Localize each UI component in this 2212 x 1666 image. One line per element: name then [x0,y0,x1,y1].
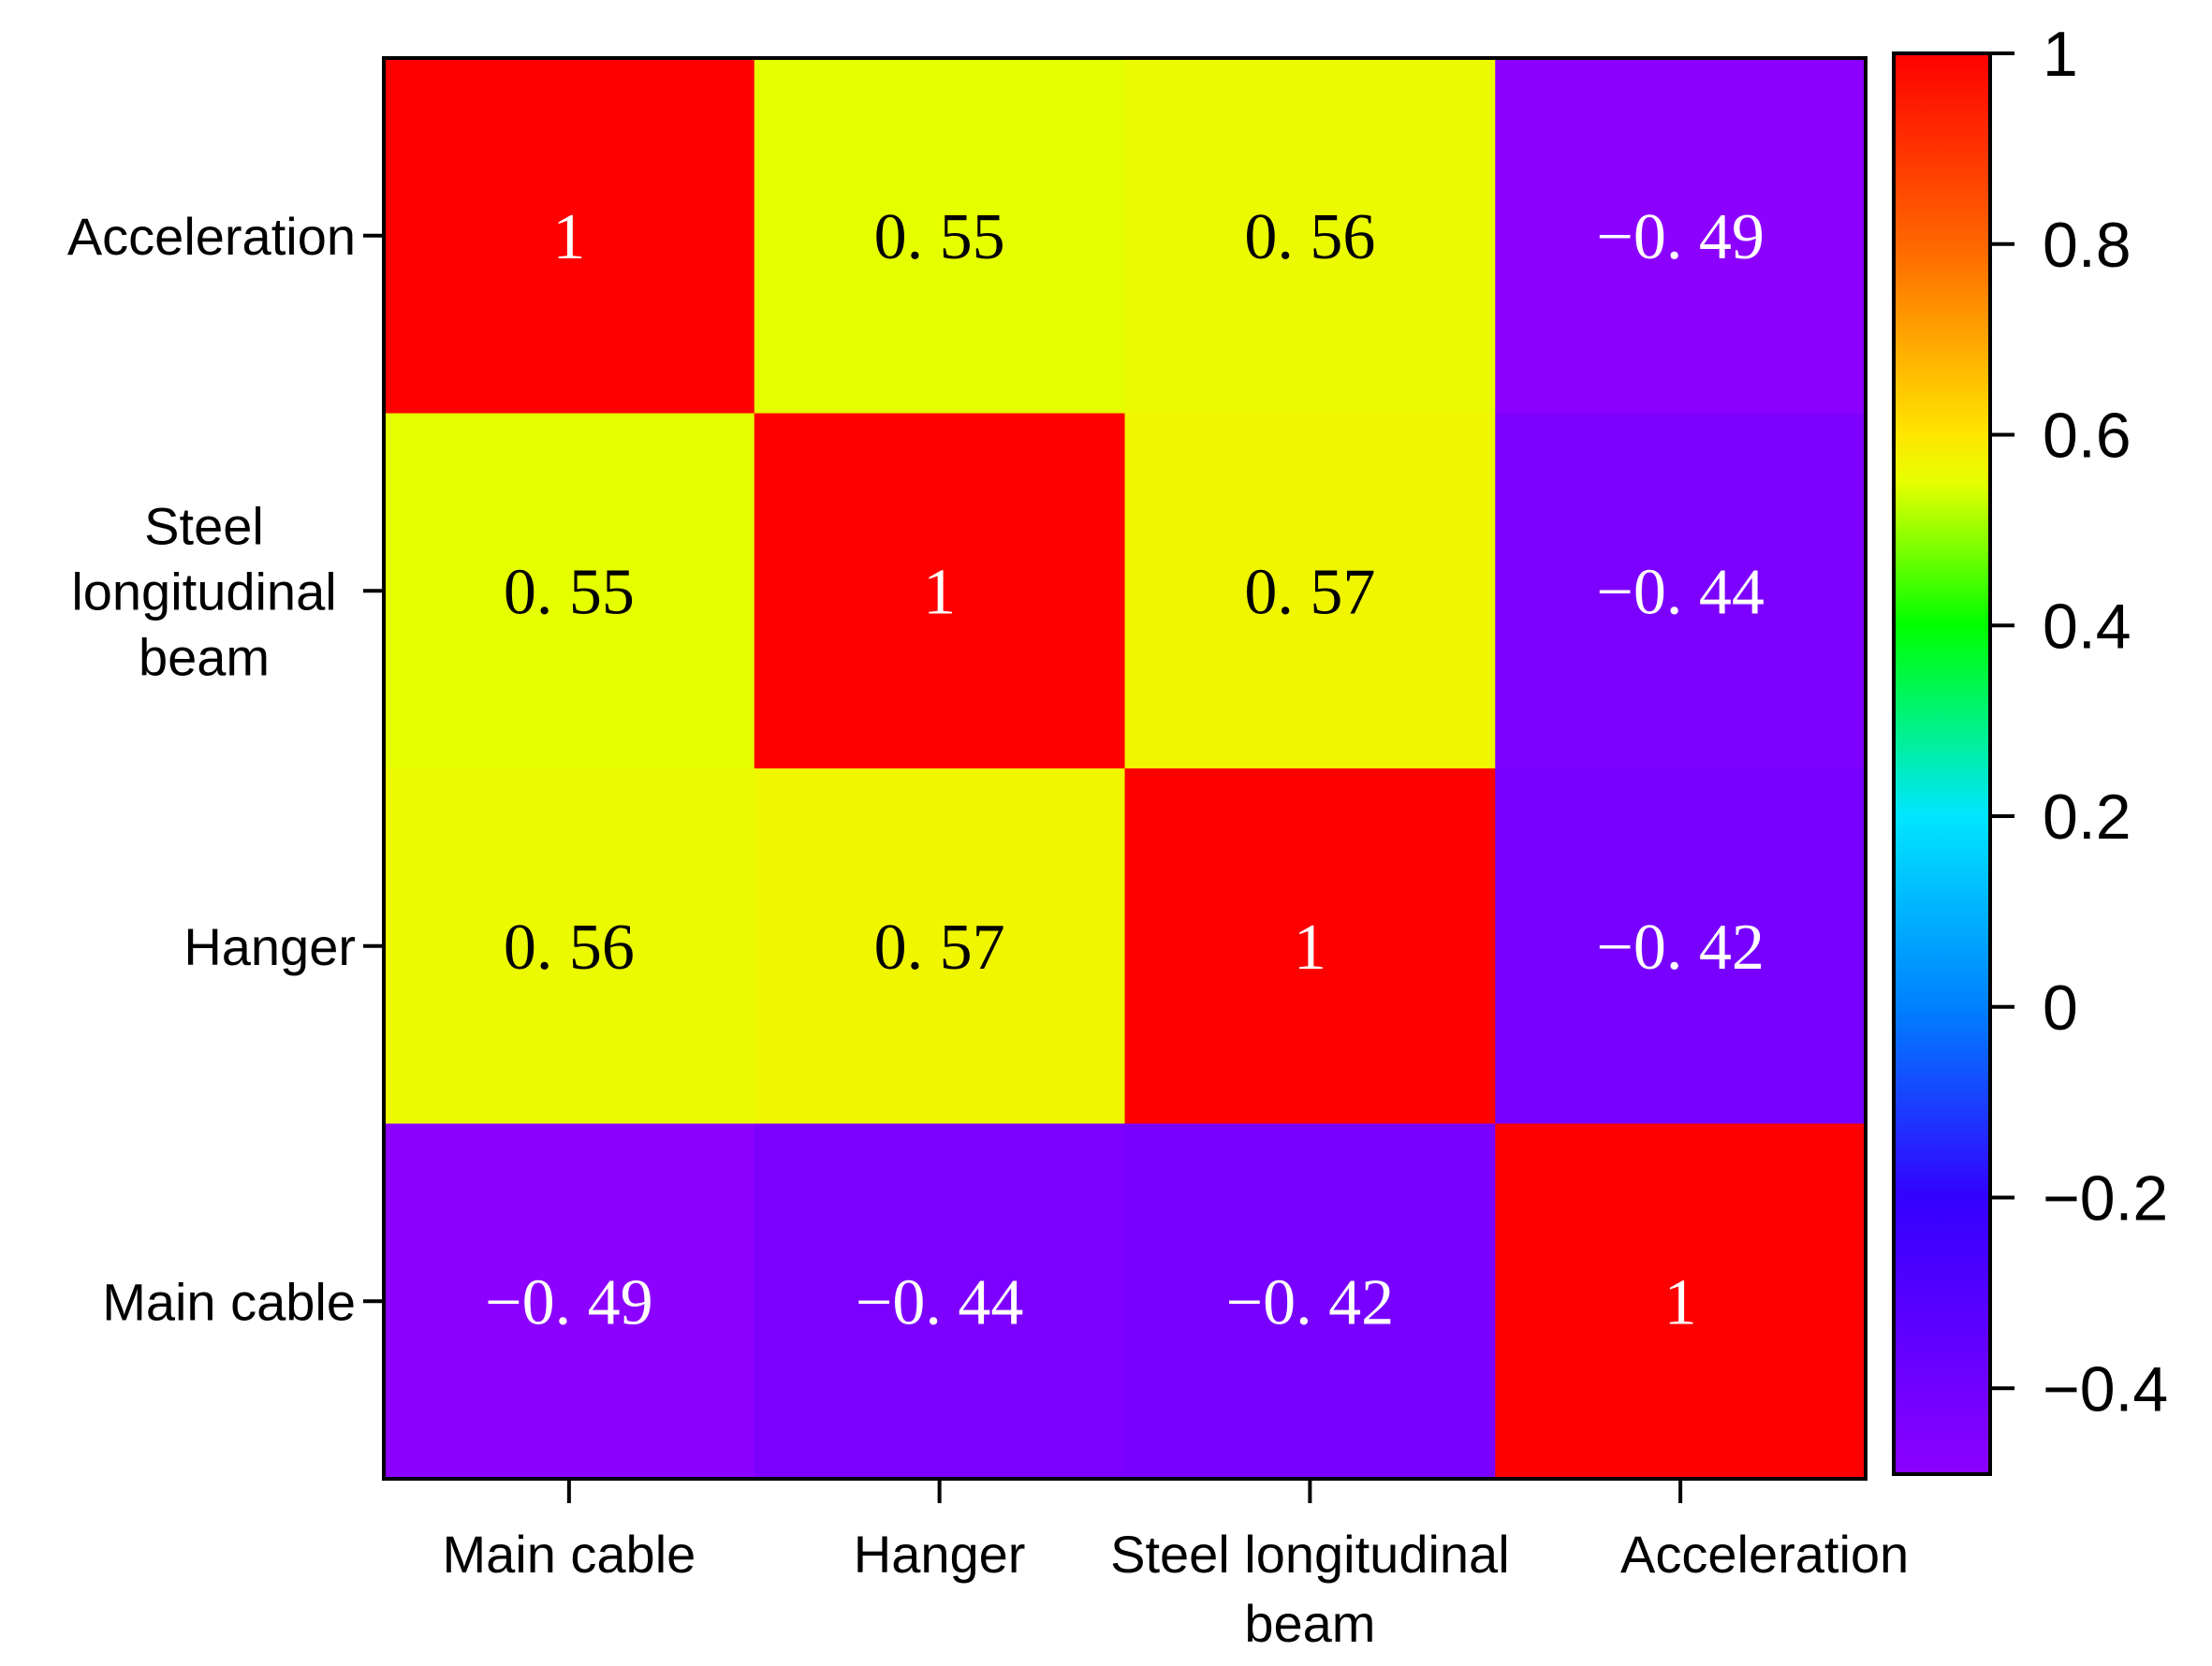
cell-value-label: −0. 44 [1596,556,1764,628]
heatmap-cell [754,768,1125,1124]
cell-value-label: 1 [552,201,585,273]
heatmap-cell [1124,768,1496,1124]
cell-value-label: −0. 49 [485,1266,652,1338]
cell-value-label: −0. 42 [1596,912,1764,984]
cell-value-label: 0. 56 [504,912,635,984]
heatmap-cell [754,1123,1125,1480]
y-tick-label: Main cable [102,1272,356,1331]
heatmap-cell [754,413,1125,769]
heatmap-cell [1495,1123,1867,1480]
x-tick-label: Main cable [442,1525,696,1584]
x-axis: Main cable Hanger Steel longitudinal beam Ac… [442,1479,1909,1653]
colorbar: 1 0.8 0.6 0.4 0.2 0 −0.2 −0.4 [1892,19,2168,1476]
heatmap-cell [754,58,1125,414]
heatmap-cell [1124,1123,1496,1480]
colorbar-gradient [1892,51,1992,1476]
colorbar-tick-label: 0.2 [2043,782,2131,853]
heatmap-cell [1124,58,1496,414]
colorbar-tick-label: 1 [2043,19,2078,90]
y-tick-label: beam [139,627,270,686]
y-axis: Acceleration Steel longitudinal beam Hanger M… [67,207,384,1331]
x-tick-label: beam [1244,1594,1375,1653]
colorbar-tick-label: −0.2 [2043,1163,2168,1235]
cell-value-label: 1 [1294,912,1326,984]
colorbar-ticks: 1 0.8 0.6 0.4 0.2 0 −0.2 −0.4 [1990,19,2168,1425]
cell-value-label: 0. 56 [1244,201,1375,273]
colorbar-tick-label: 0.4 [2043,591,2131,662]
heatmap-cell [384,1123,755,1480]
colorbar-tick-label: 0.6 [2043,401,2131,472]
x-tick-label: Steel longitudinal [1110,1525,1510,1584]
x-tick-label: Hanger [854,1525,1026,1584]
cell-value-label: −0. 44 [856,1266,1023,1338]
colorbar-tick-label: −0.4 [2043,1353,2168,1425]
cell-value-label: 0. 55 [504,556,635,628]
heatmap-cell [1124,413,1496,769]
cell-value-label: 0. 55 [874,201,1005,273]
y-tick-label: Steel [144,496,264,555]
cell-value-label: −0. 49 [1596,201,1764,273]
cell-labels: 1 0. 55 0. 56 −0. 49 0. 55 1 0. 57 −0. 44 0. 56 0… [485,201,1765,1339]
y-tick-label: Acceleration [67,207,356,266]
heatmap-cell [384,58,755,414]
colorbar-tick-label: 0.8 [2043,210,2131,281]
cell-value-label: 0. 57 [1244,556,1375,628]
cell-value-label: 1 [923,556,956,628]
cell-value-label: 1 [1664,1266,1697,1338]
x-tick-label: Acceleration [1620,1525,1909,1584]
y-tick-label: Hanger [183,917,356,976]
heatmap-cell [1495,413,1867,769]
heatmap-cell [384,768,755,1124]
heatmap-cell [1495,768,1867,1124]
cell-value-label: 0. 57 [874,912,1005,984]
plot-frame [382,56,1868,1481]
heatmap-cells [384,58,1867,1480]
cell-value-label: −0. 42 [1226,1266,1394,1338]
heatmap-cell [1495,58,1867,414]
heatmap-cell [384,413,755,769]
colorbar-tick-label: 0 [2043,972,2078,1044]
y-tick-label: longitudinal [71,562,336,621]
